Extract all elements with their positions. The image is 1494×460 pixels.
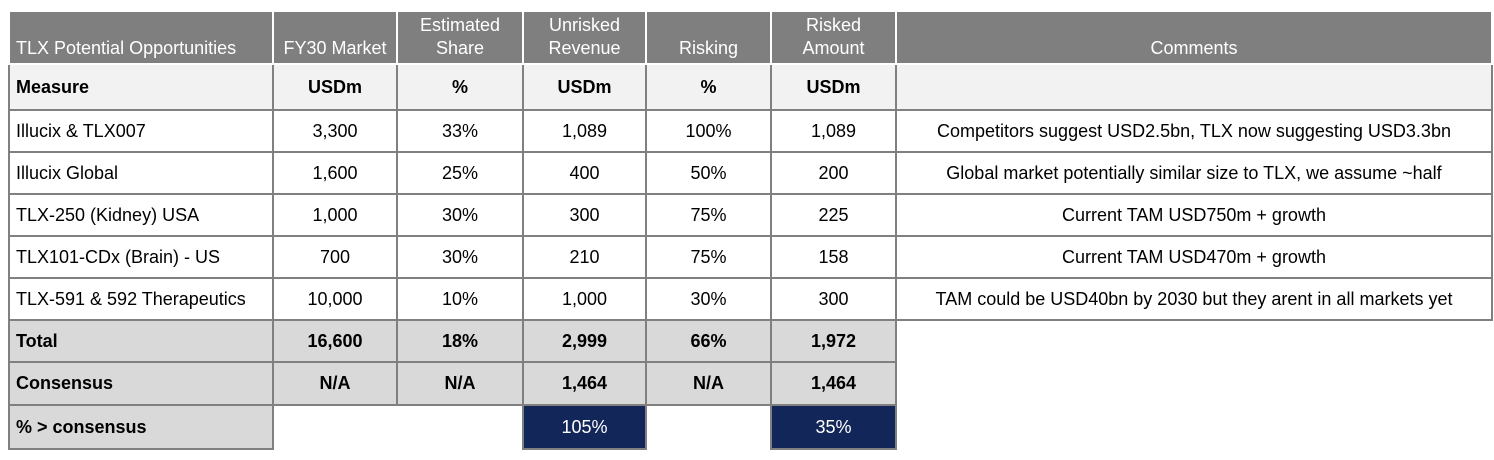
vs-consensus-share-blank (397, 405, 523, 449)
vs-consensus-comment-blank (896, 405, 1492, 449)
comment-text: TAM could be USD40bn by 2030 but they ar… (895, 277, 1493, 321)
total-comment-blank (896, 320, 1492, 362)
consensus-risked-amount: 1,464 (770, 361, 897, 406)
unrisked-revenue-value: 300 (522, 193, 647, 237)
table-row: Illucix & TLX007 3,300 33% 1,089 100% 1,… (8, 109, 1493, 153)
table-row: TLX101-CDx (Brain) - US 700 30% 210 75% … (8, 235, 1493, 279)
opportunity-name: TLX101-CDx (Brain) - US (8, 235, 274, 279)
estimated-share-value: 25% (396, 151, 524, 195)
unrisked-revenue-value: 210 (522, 235, 647, 279)
total-risked-amount: 1,972 (770, 319, 897, 363)
measure-row: Measure USDm % USDm % USDm (8, 63, 1493, 111)
col-header-opportunities: TLX Potential Opportunities (8, 10, 274, 65)
vs-consensus-row: % > consensus 105% 35% (8, 404, 1492, 450)
unrisked-revenue-value: 1,089 (522, 109, 647, 153)
estimated-share-value: 33% (396, 109, 524, 153)
col-header-risked-amount: Risked Amount (770, 10, 897, 65)
table-row: TLX-250 (Kidney) USA 1,000 30% 300 75% 2… (8, 193, 1493, 237)
measure-unit-risking: % (645, 63, 772, 111)
total-unrisked-revenue: 2,999 (522, 319, 647, 363)
risked-amount-value: 225 (770, 193, 897, 237)
consensus-comment-blank (896, 362, 1492, 405)
fy30-market-value: 1,600 (272, 151, 398, 195)
table-row: Illucix Global 1,600 25% 400 50% 200 Glo… (8, 151, 1493, 195)
risked-amount-value: 158 (770, 235, 897, 279)
vs-consensus-fy30-blank (273, 405, 397, 449)
table-row: TLX-591 & 592 Therapeutics 10,000 10% 1,… (8, 277, 1493, 321)
opportunity-name: Illucix Global (8, 151, 274, 195)
consensus-risking: N/A (645, 361, 772, 406)
vs-consensus-risked-highlight: 35% (770, 404, 897, 450)
vs-consensus-row-label: % > consensus (8, 404, 274, 450)
total-fy30-market: 16,600 (272, 319, 398, 363)
consensus-row-label: Consensus (8, 361, 274, 406)
col-header-estimated-share: Estimated Share (396, 10, 524, 65)
measure-unit-risked-amount: USDm (770, 63, 897, 111)
vs-consensus-unrisked-highlight: 105% (522, 404, 647, 450)
estimated-share-value: 10% (396, 277, 524, 321)
opportunity-name: TLX-591 & 592 Therapeutics (8, 277, 274, 321)
estimated-share-value: 30% (396, 193, 524, 237)
col-header-fy30-market: FY30 Market (272, 10, 398, 65)
risked-amount-value: 300 (770, 277, 897, 321)
risking-value: 100% (645, 109, 772, 153)
risking-value: 75% (645, 193, 772, 237)
opportunity-name: Illucix & TLX007 (8, 109, 274, 153)
comment-text: Current TAM USD470m + growth (895, 235, 1493, 279)
tlx-opportunities-table: TLX Potential Opportunities FY30 Market … (8, 10, 1493, 450)
consensus-unrisked-revenue: 1,464 (522, 361, 647, 406)
risking-value: 30% (645, 277, 772, 321)
measure-unit-fy30-market: USDm (272, 63, 398, 111)
table-header-row: TLX Potential Opportunities FY30 Market … (8, 10, 1493, 65)
fy30-market-value: 1,000 (272, 193, 398, 237)
total-risking: 66% (645, 319, 772, 363)
comment-text: Current TAM USD750m + growth (895, 193, 1493, 237)
total-estimated-share: 18% (396, 319, 524, 363)
risked-amount-value: 200 (770, 151, 897, 195)
consensus-row: Consensus N/A N/A 1,464 N/A 1,464 (8, 361, 1492, 406)
col-header-risking: Risking (645, 10, 772, 65)
measure-unit-unrisked-revenue: USDm (522, 63, 647, 111)
col-header-unrisked-revenue: Unrisked Revenue (522, 10, 647, 65)
comment-text: Global market potentially similar size t… (895, 151, 1493, 195)
vs-consensus-risking-blank (646, 405, 771, 449)
col-header-comments: Comments (895, 10, 1493, 65)
measure-unit-estimated-share: % (396, 63, 524, 111)
risked-amount-value: 1,089 (770, 109, 897, 153)
measure-row-label: Measure (8, 63, 274, 111)
unrisked-revenue-value: 1,000 (522, 277, 647, 321)
measure-comment-empty-cell (895, 63, 1493, 111)
fy30-market-value: 10,000 (272, 277, 398, 321)
consensus-fy30-market: N/A (272, 361, 398, 406)
risking-value: 50% (645, 151, 772, 195)
total-row: Total 16,600 18% 2,999 66% 1,972 (8, 319, 1492, 363)
fy30-market-value: 700 (272, 235, 398, 279)
risking-value: 75% (645, 235, 772, 279)
fy30-market-value: 3,300 (272, 109, 398, 153)
comment-text: Competitors suggest USD2.5bn, TLX now su… (895, 109, 1493, 153)
unrisked-revenue-value: 400 (522, 151, 647, 195)
estimated-share-value: 30% (396, 235, 524, 279)
consensus-estimated-share: N/A (396, 361, 524, 406)
total-row-label: Total (8, 319, 274, 363)
opportunity-name: TLX-250 (Kidney) USA (8, 193, 274, 237)
